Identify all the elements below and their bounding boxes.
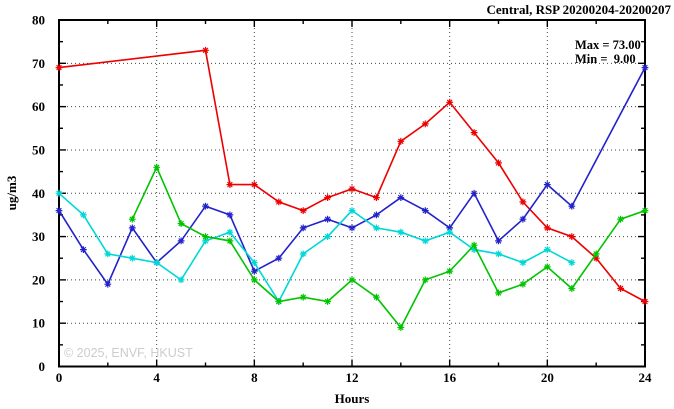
x-tick-label: 0 [56, 370, 63, 385]
x-tick-label: 12 [346, 370, 359, 385]
chart-title: Central, RSP 20200204-20200207 [486, 2, 671, 17]
y-tick-label: 20 [32, 272, 45, 287]
x-tick-label: 20 [541, 370, 554, 385]
data-series [55, 46, 649, 331]
watermark: © 2025, ENVF, HKUST [64, 346, 193, 360]
series-red-line [58, 49, 646, 303]
max-annotation: Max = 73.00 [575, 38, 641, 52]
x-tick-label: 8 [251, 370, 258, 385]
min-annotation: Min = 9.00 [575, 52, 636, 66]
x-tick-label: 16 [443, 370, 457, 385]
series-red-markers [55, 46, 649, 305]
axis-tick-labels: 0 4 8 12 16 20 24 0 10 20 30 40 50 60 70 80 [32, 13, 652, 386]
y-tick-label: 10 [32, 316, 45, 331]
series-green-line [131, 165, 646, 329]
y-tick-label: 30 [32, 229, 45, 244]
y-tick-label: 60 [32, 99, 45, 114]
x-tick-label: 4 [153, 370, 160, 385]
y-axis-title: ug/m3 [4, 175, 19, 210]
y-tick-label: 0 [39, 359, 46, 374]
x-axis-title: Hours [335, 391, 370, 406]
series-cyan-markers [55, 189, 576, 305]
grid-lines [59, 20, 645, 367]
series-blue-markers [55, 64, 649, 288]
x-tick-label: 24 [639, 370, 653, 385]
y-tick-label: 80 [32, 13, 45, 28]
y-tick-label: 70 [32, 56, 45, 71]
y-tick-label: 40 [32, 186, 45, 201]
y-tick-label: 50 [32, 142, 45, 157]
series-cyan-line [58, 192, 573, 304]
series-green-markers [128, 163, 649, 331]
